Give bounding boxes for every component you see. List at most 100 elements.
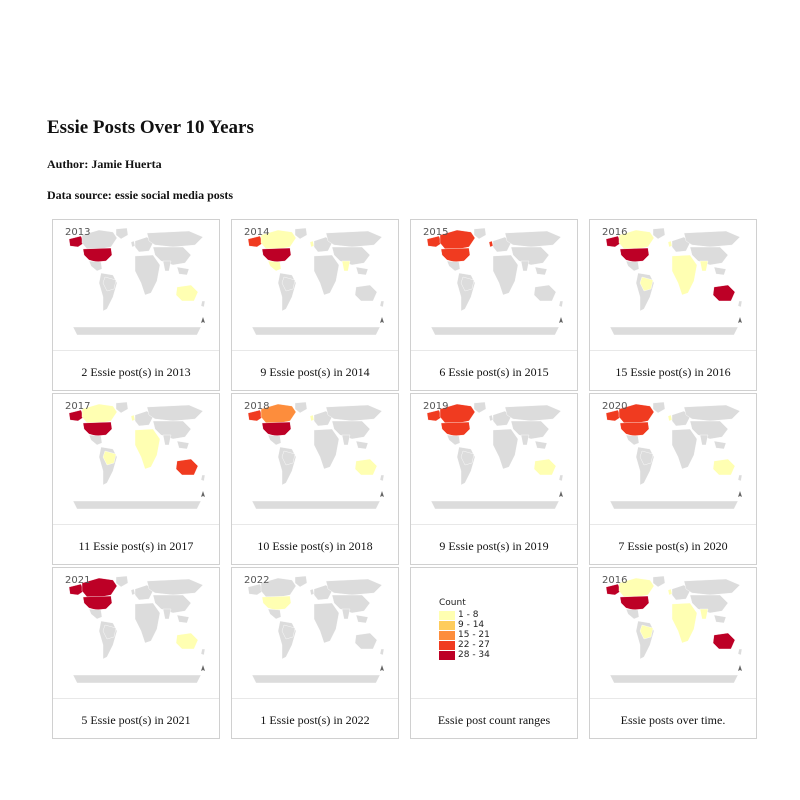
region-india (699, 260, 709, 272)
region-usa (619, 247, 650, 263)
region-uk (130, 588, 136, 596)
north-arrow-icon (201, 665, 205, 671)
map-year-label: 2019 (423, 401, 449, 412)
region-mexico (267, 260, 282, 272)
region-uk (130, 240, 136, 248)
region-africa (313, 254, 340, 296)
legend-item: 15 - 21 (439, 630, 490, 640)
legend-swatch (439, 650, 455, 660)
region-africa (492, 254, 519, 296)
map-card: 2020 7 Essie post(s) in 2020 (589, 393, 757, 565)
region-mexico (446, 260, 461, 272)
region-nz (379, 474, 385, 482)
region-greenland (652, 401, 666, 414)
region-alaska (68, 583, 85, 596)
region-usa (261, 247, 292, 263)
map-caption: 2 Essie post(s) in 2013 (53, 350, 219, 393)
region-australia (712, 458, 736, 476)
north-arrow-icon (559, 317, 563, 323)
region-greenland (115, 227, 129, 240)
region-seasia (355, 614, 369, 624)
region-antarctica (251, 674, 381, 684)
map-card: 2021 5 Essie post(s) in 2021 (52, 567, 220, 739)
map-caption: 6 Essie post(s) in 2015 (411, 350, 577, 393)
region-canada (81, 403, 118, 424)
map-year-label: 2013 (65, 227, 91, 238)
region-asia (510, 246, 550, 266)
region-antarctica (430, 500, 560, 510)
region-canada (81, 229, 118, 250)
region-russia (683, 230, 741, 248)
region-canada (81, 577, 118, 598)
world-map (68, 401, 206, 510)
region-australia (712, 284, 736, 302)
region-brazil (460, 450, 475, 466)
region-brazil (281, 276, 296, 292)
region-alaska (426, 409, 443, 422)
region-seasia (534, 440, 548, 450)
region-antarctica (251, 500, 381, 510)
region-europe (313, 236, 333, 253)
world-map (68, 227, 206, 336)
region-mexico (267, 608, 282, 620)
region-india (699, 608, 709, 620)
region-asia (152, 246, 192, 266)
region-seasia (355, 440, 369, 450)
region-seasia (176, 440, 190, 450)
region-mexico (88, 260, 103, 272)
region-europe (671, 584, 691, 601)
region-asia (152, 420, 192, 440)
map-caption: 7 Essie post(s) in 2020 (590, 524, 756, 567)
map-year-label: 2020 (602, 401, 628, 412)
north-arrow-icon (201, 317, 205, 323)
region-europe (134, 584, 154, 601)
region-seasia (176, 614, 190, 624)
region-mexico (267, 434, 282, 446)
region-alaska (605, 409, 622, 422)
region-canada (618, 403, 655, 424)
region-india (520, 434, 530, 446)
region-asia (689, 594, 729, 614)
world-map (247, 575, 385, 684)
legend-title: Count (439, 598, 466, 608)
region-nz (737, 300, 743, 308)
page-title: Essie Posts Over 10 Years (47, 117, 254, 138)
world-map (605, 575, 743, 684)
map-card: 2015 6 Essie post(s) in 2015 (410, 219, 578, 391)
region-brazil (639, 450, 654, 466)
region-canada (618, 229, 655, 250)
region-asia (510, 420, 550, 440)
region-australia (533, 284, 557, 302)
region-africa (134, 428, 161, 470)
region-canada (260, 403, 297, 424)
legend-item: 28 - 34 (439, 650, 490, 660)
region-india (699, 434, 709, 446)
region-alaska (247, 409, 264, 422)
map-year-label: 2016 (602, 575, 628, 586)
region-antarctica (72, 500, 202, 510)
region-seasia (713, 614, 727, 624)
map-card: 2016 15 Essie post(s) in 2016 (589, 219, 757, 391)
region-nz (379, 648, 385, 656)
region-australia (354, 632, 378, 650)
region-seasia (355, 266, 369, 276)
map-caption: Essie post count ranges (411, 698, 577, 741)
map-caption: 9 Essie post(s) in 2019 (411, 524, 577, 567)
map-year-label: 2017 (65, 401, 91, 412)
region-africa (313, 428, 340, 470)
region-antarctica (251, 326, 381, 336)
region-india (162, 434, 172, 446)
map-year-label: 2021 (65, 575, 91, 586)
region-australia (354, 458, 378, 476)
region-asia (331, 594, 371, 614)
region-uk (309, 414, 315, 422)
region-canada (618, 577, 655, 598)
region-uk (667, 414, 673, 422)
region-canada (439, 403, 476, 424)
region-india (341, 434, 351, 446)
north-arrow-icon (738, 665, 742, 671)
region-antarctica (609, 674, 739, 684)
region-brazil (102, 450, 117, 466)
region-usa (440, 247, 471, 263)
region-europe (313, 584, 333, 601)
